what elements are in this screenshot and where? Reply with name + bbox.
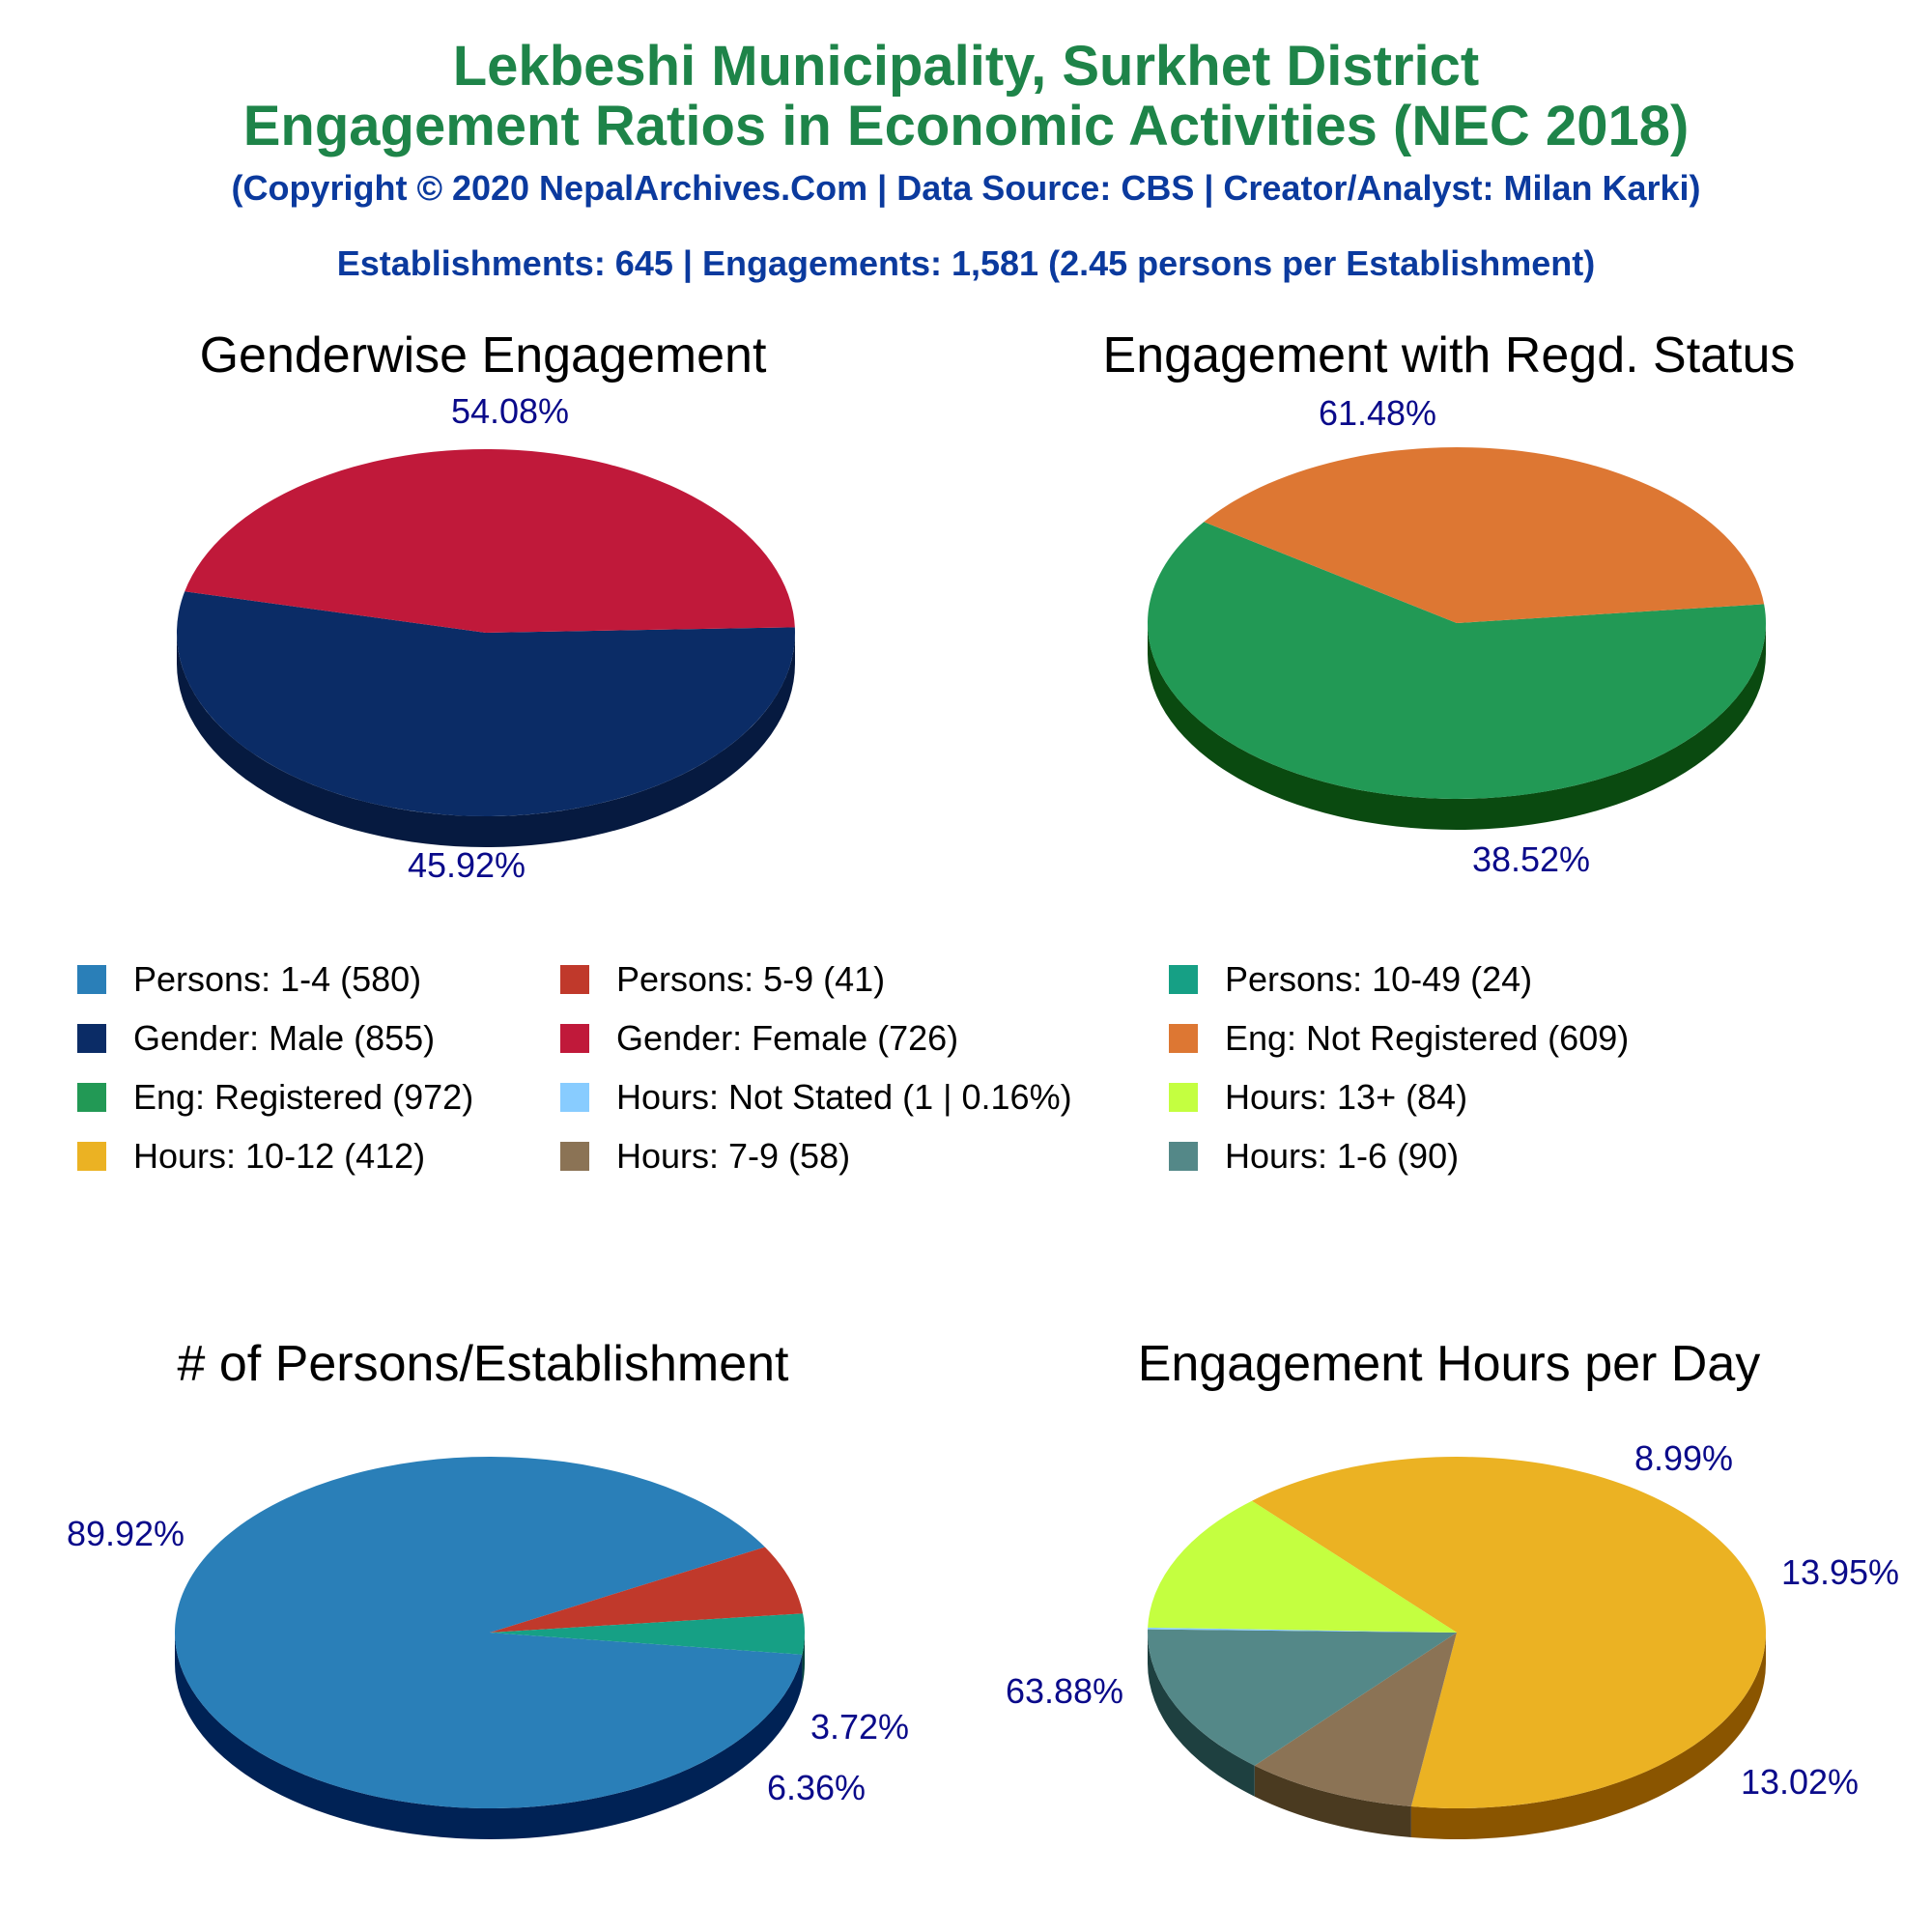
title-line-2: Engagement Ratios in Economic Activities…: [242, 95, 1690, 157]
legend-swatch: [1169, 1024, 1198, 1053]
legend-label: Persons: 10-49 (24): [1225, 959, 1533, 999]
pie-percent-label: 89.92%: [67, 1514, 185, 1553]
legend-label: Gender: Female (726): [616, 1018, 959, 1058]
pie-percent-label: 61.48%: [1319, 393, 1436, 433]
legend-swatch: [1169, 1083, 1198, 1112]
pie-slice: [1251, 1456, 1767, 1808]
pie-slice-side: [1148, 623, 1766, 830]
pie-slice-side: [177, 633, 795, 847]
pie-slice: [1148, 522, 1766, 799]
pie-percent-label: 63.88%: [1006, 1671, 1123, 1711]
pie-slice: [174, 1456, 803, 1808]
pie-sides: [1148, 623, 1766, 830]
pie-tops: [174, 1456, 805, 1808]
legend-swatch: [77, 1142, 106, 1171]
pie-slice: [1148, 1500, 1457, 1633]
chart-title-regd: Engagement with Regd. Status: [1102, 327, 1796, 384]
pie-sides: [177, 633, 795, 847]
pie-percent-label: 13.95%: [1781, 1552, 1899, 1592]
pie-tops: [1148, 446, 1766, 799]
pie-slice: [490, 1547, 804, 1633]
legend-swatch: [560, 965, 589, 994]
legend-swatch: [560, 1142, 589, 1171]
pie-slice-side: [174, 1633, 803, 1840]
copyright-line: (Copyright © 2020 NepalArchives.Com | Da…: [231, 168, 1701, 208]
pie-percent-label: 6.36%: [767, 1768, 866, 1807]
legend-label: Eng: Not Registered (609): [1225, 1018, 1630, 1058]
legend-label: Eng: Registered (972): [133, 1077, 474, 1117]
pie-slice: [1254, 1633, 1457, 1807]
pie-slice: [490, 1613, 805, 1655]
pie-slice: [1148, 1627, 1457, 1633]
pie-slice-side: [1410, 1633, 1766, 1840]
legend-swatch: [560, 1024, 589, 1053]
pie-slice-side: [802, 1633, 805, 1686]
chart-title-gender: Genderwise Engagement: [199, 327, 767, 384]
title-line-1: Lekbeshi Municipality, Surkhet District: [452, 35, 1480, 98]
pie-sides: [174, 1633, 805, 1840]
legend-swatch: [77, 965, 106, 994]
legend-swatch: [1169, 965, 1198, 994]
summary-line: Establishments: 645 | Engagements: 1,581…: [336, 243, 1596, 283]
chart-title-persons: # of Persons/Establishment: [177, 1336, 789, 1392]
pie-slice: [1204, 446, 1765, 623]
legend-label: Persons: 1-4 (580): [133, 959, 422, 999]
legend-label: Hours: 7-9 (58): [616, 1136, 851, 1176]
pie-slice-side: [1254, 1765, 1411, 1838]
pie-percent-label: 54.08%: [451, 391, 569, 431]
legend-label: Gender: Male (855): [133, 1018, 436, 1058]
legend-label: Hours: Not Stated (1 | 0.16%): [616, 1077, 1072, 1117]
pie-percent-label: 3.72%: [810, 1707, 909, 1747]
legend-label: Hours: 10-12 (412): [133, 1136, 426, 1176]
pie-slice: [185, 449, 795, 633]
pie-slice: [1148, 1629, 1457, 1766]
chart-title-hours: Engagement Hours per Day: [1137, 1336, 1761, 1392]
legend-label: Hours: 1-6 (90): [1225, 1136, 1460, 1176]
pie-slice-side: [1148, 1633, 1255, 1797]
pie-percent-label: 38.52%: [1472, 839, 1590, 879]
pie-slice: [177, 591, 795, 817]
pie-tops: [1148, 1456, 1767, 1808]
legend-label: Hours: 13+ (84): [1225, 1077, 1468, 1117]
legend-swatch: [560, 1083, 589, 1112]
pie-sides: [1148, 1633, 1766, 1840]
legend-swatch: [77, 1083, 106, 1112]
pie-percent-label: 8.99%: [1634, 1438, 1733, 1478]
legend-swatch: [1169, 1142, 1198, 1171]
legend-label: Persons: 5-9 (41): [616, 959, 886, 999]
pie-percent-label: 45.92%: [408, 845, 526, 885]
legend-swatch: [77, 1024, 106, 1053]
pie-percent-label: 13.02%: [1741, 1762, 1859, 1802]
pie-tops: [177, 449, 795, 817]
